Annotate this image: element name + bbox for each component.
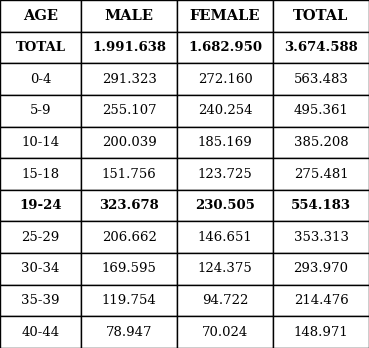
Bar: [81, 190, 177, 221]
Bar: [177, 127, 273, 158]
Bar: [273, 221, 369, 253]
Bar: [177, 221, 273, 253]
Bar: [273, 285, 369, 316]
Bar: [81, 253, 177, 285]
Text: 230.505: 230.505: [195, 199, 255, 212]
Text: 240.254: 240.254: [198, 104, 252, 117]
Bar: [0, 63, 81, 95]
Text: 146.651: 146.651: [198, 231, 252, 244]
Bar: [0, 316, 81, 348]
Bar: [0, 158, 81, 190]
Text: 123.725: 123.725: [198, 167, 252, 181]
Bar: [177, 190, 273, 221]
Bar: [177, 0, 273, 32]
Bar: [273, 63, 369, 95]
Text: 19-24: 19-24: [19, 199, 62, 212]
Bar: [81, 127, 177, 158]
Bar: [0, 0, 81, 32]
Text: MALE: MALE: [105, 9, 154, 23]
Bar: [273, 0, 369, 32]
Text: 385.208: 385.208: [294, 136, 348, 149]
Bar: [81, 63, 177, 95]
Text: 1.991.638: 1.991.638: [92, 41, 166, 54]
Bar: [81, 316, 177, 348]
Text: 563.483: 563.483: [294, 73, 348, 86]
Text: 25-29: 25-29: [21, 231, 60, 244]
Bar: [273, 95, 369, 127]
Bar: [177, 253, 273, 285]
Text: 169.595: 169.595: [102, 262, 156, 275]
Text: TOTAL: TOTAL: [293, 9, 349, 23]
Text: TOTAL: TOTAL: [15, 41, 66, 54]
Bar: [81, 158, 177, 190]
Text: 275.481: 275.481: [294, 167, 348, 181]
Text: 0-4: 0-4: [30, 73, 51, 86]
Text: 94.722: 94.722: [202, 294, 248, 307]
Text: 353.313: 353.313: [293, 231, 349, 244]
Text: 124.375: 124.375: [198, 262, 252, 275]
Text: 495.361: 495.361: [294, 104, 348, 117]
Text: 148.971: 148.971: [294, 326, 348, 339]
Text: 200.039: 200.039: [102, 136, 156, 149]
Bar: [0, 285, 81, 316]
Bar: [0, 253, 81, 285]
Bar: [81, 0, 177, 32]
Text: 554.183: 554.183: [291, 199, 351, 212]
Text: 293.970: 293.970: [293, 262, 349, 275]
Text: FEMALE: FEMALE: [190, 9, 261, 23]
Bar: [0, 190, 81, 221]
Bar: [81, 221, 177, 253]
Text: 1.682.950: 1.682.950: [188, 41, 262, 54]
Text: 185.169: 185.169: [198, 136, 252, 149]
Bar: [0, 32, 81, 63]
Text: 3.674.588: 3.674.588: [284, 41, 358, 54]
Bar: [81, 95, 177, 127]
Bar: [177, 316, 273, 348]
Bar: [0, 127, 81, 158]
Text: 40-44: 40-44: [21, 326, 60, 339]
Bar: [177, 158, 273, 190]
Text: 272.160: 272.160: [198, 73, 252, 86]
Text: 30-34: 30-34: [21, 262, 60, 275]
Text: 15-18: 15-18: [21, 167, 60, 181]
Text: 119.754: 119.754: [102, 294, 156, 307]
Bar: [273, 253, 369, 285]
Text: 151.756: 151.756: [102, 167, 156, 181]
Text: 10-14: 10-14: [21, 136, 60, 149]
Bar: [273, 190, 369, 221]
Text: 5-9: 5-9: [30, 104, 51, 117]
Bar: [177, 285, 273, 316]
Bar: [273, 158, 369, 190]
Bar: [0, 95, 81, 127]
Text: AGE: AGE: [23, 9, 58, 23]
Bar: [177, 63, 273, 95]
Bar: [81, 285, 177, 316]
Text: 35-39: 35-39: [21, 294, 60, 307]
Text: 291.323: 291.323: [102, 73, 156, 86]
Text: 214.476: 214.476: [294, 294, 348, 307]
Bar: [177, 95, 273, 127]
Text: 70.024: 70.024: [202, 326, 248, 339]
Bar: [81, 32, 177, 63]
Text: 255.107: 255.107: [102, 104, 156, 117]
Bar: [273, 316, 369, 348]
Text: 323.678: 323.678: [99, 199, 159, 212]
Text: 206.662: 206.662: [102, 231, 156, 244]
Bar: [273, 127, 369, 158]
Text: 78.947: 78.947: [106, 326, 152, 339]
Bar: [273, 32, 369, 63]
Bar: [177, 32, 273, 63]
Bar: [0, 221, 81, 253]
